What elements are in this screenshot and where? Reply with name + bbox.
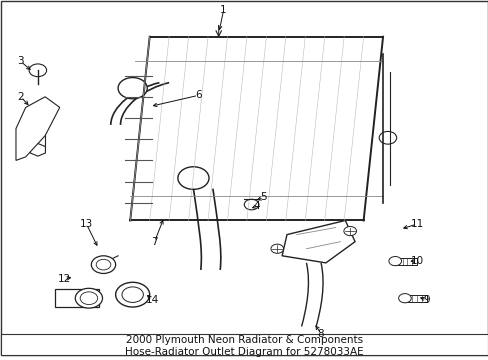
Polygon shape	[282, 220, 354, 263]
Text: 14: 14	[145, 295, 159, 305]
Circle shape	[80, 292, 98, 305]
Text: 9: 9	[423, 295, 429, 305]
Text: 13: 13	[80, 219, 93, 229]
Bar	[30, 127, 45, 146]
Circle shape	[75, 288, 102, 308]
Text: 12: 12	[58, 274, 71, 284]
Text: 6: 6	[195, 90, 201, 100]
Circle shape	[91, 256, 116, 274]
Text: 3: 3	[18, 57, 24, 67]
Circle shape	[378, 131, 396, 144]
Circle shape	[96, 259, 111, 270]
Circle shape	[178, 167, 208, 189]
Bar	[55, 289, 99, 307]
Circle shape	[118, 77, 147, 99]
Polygon shape	[16, 97, 60, 161]
Text: 11: 11	[409, 219, 423, 229]
Circle shape	[116, 282, 149, 307]
Text: 10: 10	[410, 256, 423, 266]
Text: 5: 5	[260, 193, 266, 202]
Bar	[392, 257, 416, 265]
Bar	[402, 295, 426, 302]
Circle shape	[122, 287, 143, 302]
Circle shape	[343, 226, 356, 236]
Text: 1: 1	[220, 5, 226, 15]
Circle shape	[398, 294, 410, 303]
Circle shape	[270, 244, 283, 253]
Text: 2: 2	[18, 92, 24, 102]
Text: 8: 8	[317, 329, 324, 338]
Circle shape	[244, 199, 258, 210]
Circle shape	[388, 257, 401, 266]
Circle shape	[29, 64, 46, 77]
Text: 2000 Plymouth Neon Radiator & Components
Hose-Radiator Outlet Diagram for 527803: 2000 Plymouth Neon Radiator & Components…	[125, 335, 363, 357]
Bar	[1, 333, 487, 355]
Polygon shape	[30, 143, 45, 156]
Text: 7: 7	[151, 237, 158, 247]
Text: 4: 4	[253, 201, 259, 211]
